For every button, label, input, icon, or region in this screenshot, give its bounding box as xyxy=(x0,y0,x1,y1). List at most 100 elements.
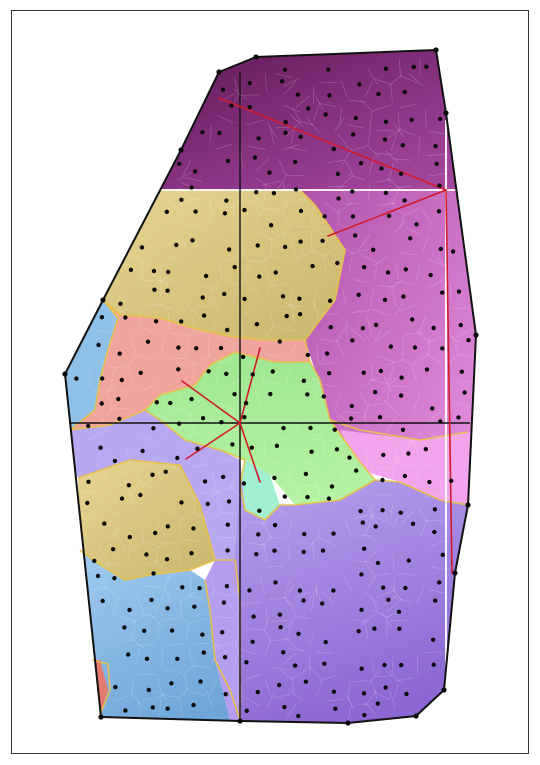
cell-edge xyxy=(249,260,268,262)
site-point xyxy=(254,552,259,557)
cell-edge xyxy=(228,358,242,372)
site-point xyxy=(198,679,203,684)
cell-edge xyxy=(207,485,224,496)
cell-edge xyxy=(138,673,157,676)
cell-edge xyxy=(392,386,411,388)
cell-edge xyxy=(271,620,290,622)
cell-edge xyxy=(163,255,182,262)
cell-edge xyxy=(209,411,215,430)
site-point xyxy=(378,368,384,374)
site-point xyxy=(301,549,306,555)
site-point xyxy=(192,604,197,609)
site-point xyxy=(256,136,261,141)
site-point xyxy=(382,297,388,302)
hull-vertex-point xyxy=(253,54,259,60)
site-point xyxy=(169,681,174,686)
cell-edge xyxy=(404,332,423,335)
cell-edge xyxy=(128,637,144,649)
cell-edge xyxy=(125,447,133,465)
cell-edge xyxy=(254,193,265,210)
site-point xyxy=(373,524,378,529)
site-point xyxy=(329,484,335,489)
site-point xyxy=(140,448,145,454)
cell-edge xyxy=(135,647,140,666)
border-pink-lower xyxy=(374,479,469,506)
cell-edge xyxy=(362,403,370,421)
site-point xyxy=(386,213,392,219)
cell-edge xyxy=(344,459,361,469)
cell-edge xyxy=(345,124,364,128)
cell-edge xyxy=(272,638,291,642)
site-point xyxy=(282,494,287,499)
site-point xyxy=(102,521,107,526)
cell-edge xyxy=(408,73,423,86)
cell-edge xyxy=(194,642,213,645)
cell-edge xyxy=(342,288,347,307)
cell-edge xyxy=(239,249,253,264)
site-point xyxy=(194,346,199,351)
site-point xyxy=(225,522,230,527)
site-point xyxy=(221,600,227,605)
cell-edge xyxy=(282,617,296,631)
site-point xyxy=(371,247,376,252)
cell-edge xyxy=(392,122,404,138)
cell-edge xyxy=(313,290,316,309)
cell-edge xyxy=(97,557,114,568)
cell-edge xyxy=(115,535,127,551)
site-point xyxy=(403,267,408,272)
cell-edge xyxy=(211,470,217,488)
site-point xyxy=(191,526,196,531)
cell-edge xyxy=(348,146,366,152)
cell-edge xyxy=(91,360,110,364)
site-point xyxy=(298,239,303,244)
cell-edge xyxy=(233,650,239,669)
cell-edge xyxy=(316,345,319,364)
site-point xyxy=(409,117,414,123)
site-point xyxy=(166,269,171,275)
cell-edge xyxy=(374,178,393,183)
site-point xyxy=(119,496,125,501)
site-point xyxy=(440,290,445,295)
cell-edge xyxy=(428,409,445,420)
site-point xyxy=(277,339,282,344)
cell-edge xyxy=(210,484,223,499)
cell-edge xyxy=(265,279,278,294)
cell-edge xyxy=(263,613,271,631)
cell-edge xyxy=(325,699,344,702)
cell-edge xyxy=(292,615,310,619)
cell-edge xyxy=(78,491,97,494)
site-point xyxy=(373,322,379,328)
site-point xyxy=(333,706,338,711)
site-point xyxy=(399,662,404,668)
cell-edge xyxy=(429,334,447,343)
hull-vertex-point xyxy=(473,332,479,338)
site-point xyxy=(282,67,288,72)
cell-edge xyxy=(261,521,272,538)
cell-edge xyxy=(143,585,162,588)
cell-edge xyxy=(292,668,309,679)
cell-edge xyxy=(412,353,430,364)
cell-edge xyxy=(177,407,194,416)
site-point xyxy=(402,89,407,95)
cell-edge xyxy=(192,361,195,380)
cell-edge xyxy=(111,365,130,368)
cell-edge xyxy=(228,343,236,362)
cell-edge xyxy=(274,326,292,332)
cell-edge xyxy=(181,233,188,252)
site-point xyxy=(432,529,437,535)
site-point xyxy=(331,588,336,593)
cell-edge xyxy=(166,568,183,578)
cell-edge xyxy=(248,543,267,546)
cell-edge xyxy=(364,408,367,427)
border-salmon xyxy=(69,339,311,431)
site-point xyxy=(119,377,125,383)
cell-edge xyxy=(340,81,348,99)
cell-edge xyxy=(321,489,340,496)
site-point xyxy=(220,474,226,480)
cell-edge xyxy=(277,173,288,189)
cell-edge xyxy=(210,315,221,331)
site-point xyxy=(242,207,247,213)
cell-edge xyxy=(385,670,401,682)
site-point xyxy=(200,632,205,637)
site-point xyxy=(292,663,298,668)
